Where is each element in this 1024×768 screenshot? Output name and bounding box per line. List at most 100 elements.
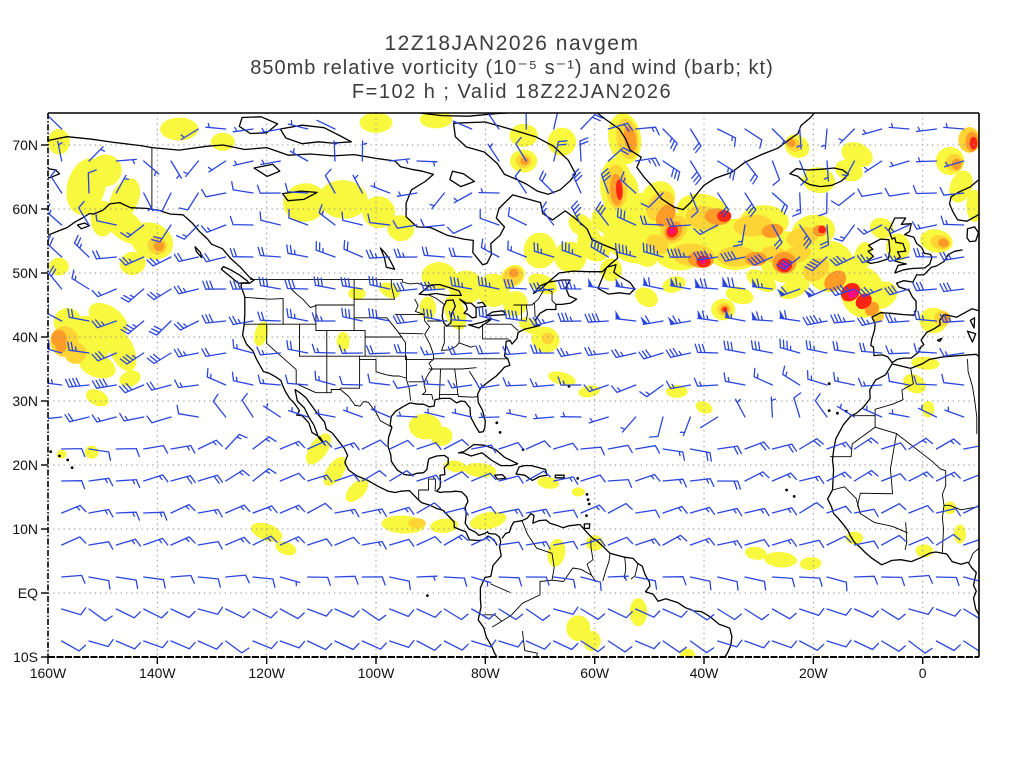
wind-barb — [229, 280, 254, 290]
wind-barb — [805, 340, 828, 354]
wind-barb — [451, 408, 473, 418]
islet-dot — [586, 498, 590, 501]
vorticity-blob — [89, 154, 122, 187]
y-axis-tick-label: 10S — [13, 649, 38, 665]
wind-barb — [857, 224, 883, 235]
island-dots-layer — [49, 382, 848, 597]
coastline — [596, 113, 816, 211]
wind-barb — [258, 276, 281, 290]
wind-barb — [857, 377, 883, 387]
wind-barb — [256, 184, 281, 194]
political-border — [967, 358, 978, 435]
wind-barb — [734, 398, 746, 418]
wind-barb — [853, 437, 879, 450]
political-border — [623, 556, 627, 579]
wind-barb — [316, 119, 336, 130]
wind-barb — [352, 174, 363, 194]
wind-barb — [881, 640, 907, 652]
vorticity-blob — [444, 460, 467, 473]
political-border — [414, 298, 425, 316]
wind-barb — [881, 442, 907, 451]
coastline — [969, 317, 976, 329]
axis-labels: 160W 140W 120W 100W 80W 60W 40W 20W 0 70N 60N 50N 40… — [12, 137, 926, 681]
wind-barb — [580, 446, 606, 456]
wind-barb — [666, 217, 692, 228]
wind-barb — [498, 608, 524, 621]
political-border — [438, 368, 441, 400]
wind-barb — [389, 538, 415, 547]
wind-barb — [225, 504, 251, 514]
wind-barb — [307, 640, 333, 651]
wind-barb — [361, 140, 368, 162]
wind-barb — [392, 380, 418, 389]
wind-barb — [858, 342, 883, 354]
political-border — [551, 567, 592, 582]
vorticity-blob — [160, 117, 199, 141]
wind-barb — [318, 204, 336, 226]
wind-barb — [533, 242, 555, 258]
vorticity-blob — [679, 648, 696, 657]
wind-barb — [525, 440, 552, 450]
vorticity-blob — [841, 142, 873, 168]
plot-frame — [47, 112, 980, 658]
wind-barb — [173, 320, 199, 331]
wind-barb — [580, 113, 604, 130]
wind-barb — [744, 576, 767, 591]
coastline — [281, 190, 318, 202]
wind-barb — [260, 159, 281, 166]
wind-barb — [689, 640, 715, 654]
wind-barb — [635, 640, 661, 650]
wind-barb — [115, 447, 140, 458]
y-axis-tick-label: EQ — [18, 585, 38, 601]
coastline — [467, 317, 493, 329]
wind-barb — [829, 284, 856, 297]
vorticity-blob — [938, 238, 949, 248]
wind-barb — [471, 639, 497, 648]
wind-barb — [279, 472, 306, 482]
vorticity-blob — [802, 167, 836, 194]
x-axis-tick-label: 80W — [471, 665, 501, 681]
wind-barb — [231, 371, 254, 386]
political-border — [405, 377, 411, 401]
coastline — [279, 124, 353, 145]
wind-barb — [570, 200, 582, 226]
wind-barb — [416, 575, 438, 581]
vorticity-blob — [571, 487, 585, 497]
wind-barb — [616, 207, 637, 226]
wind-barb — [540, 201, 555, 226]
wind-barb — [780, 286, 801, 297]
wind-barb — [913, 310, 938, 322]
wind-barb — [288, 208, 309, 226]
wind-barb — [498, 639, 524, 648]
wind-barb — [146, 256, 172, 267]
wind-barb — [421, 246, 445, 258]
model-run-title: 12Z18JAN2026 navgem — [384, 32, 640, 55]
vorticity-blob — [84, 445, 99, 459]
wind-barb — [334, 575, 359, 585]
wind-barb — [529, 378, 555, 388]
wind-barb — [915, 157, 938, 163]
wind-barb — [607, 575, 629, 581]
wind-barb — [525, 508, 551, 518]
wind-barb-pennant — [670, 277, 676, 287]
vorticity-blob — [615, 179, 623, 201]
wind-barb — [443, 576, 468, 587]
wind-barb — [744, 160, 759, 185]
wind-barb — [176, 404, 199, 418]
wind-barb — [826, 441, 852, 450]
coastline — [194, 246, 203, 259]
coastline — [418, 283, 462, 297]
wind-barb — [48, 340, 63, 354]
wind-barb — [313, 276, 336, 290]
wind-barb — [314, 370, 336, 386]
wind-barb — [173, 285, 199, 295]
wind-barb-pennant — [615, 277, 621, 287]
wind-barb — [799, 224, 812, 249]
x-axis-tick-label: 20W — [799, 665, 829, 681]
coastline — [554, 474, 565, 479]
wind-barb — [799, 475, 825, 485]
wind-barb — [314, 409, 336, 418]
coastline — [966, 330, 977, 343]
wind-barb — [662, 448, 686, 461]
wind-barb — [888, 409, 910, 418]
